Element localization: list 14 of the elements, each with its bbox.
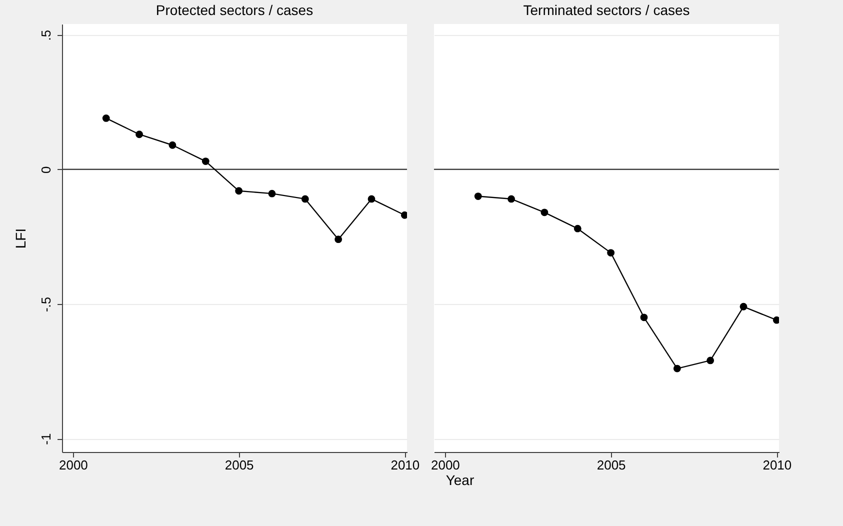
y-tick-label: 0 [38,166,54,174]
x-tick-label: 2005 [596,458,626,472]
x-tick-label: 2010 [390,458,420,472]
x-tick-label: 2000 [58,458,88,472]
y-tick-label: -.5 [38,296,54,312]
x-tick-label: 2010 [762,458,792,472]
x-tick-label: 2005 [224,458,254,472]
y-axis-title: LFI [12,228,28,249]
y-tick-label: .5 [38,30,54,41]
chart-title: Terminated sectors / cases [523,2,690,18]
chart-title: Protected sectors / cases [156,2,314,18]
x-axis-title: Year [444,472,476,488]
y-tick-label: -1 [38,433,54,445]
x-tick-label: 2000 [430,458,460,472]
